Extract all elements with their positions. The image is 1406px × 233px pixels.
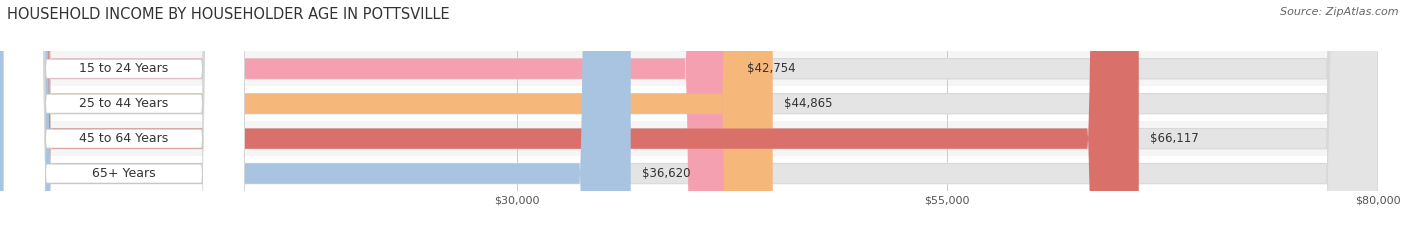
Text: $44,865: $44,865 [783, 97, 832, 110]
Bar [0, 51, 1378, 86]
Bar [0, 121, 1378, 156]
Text: $36,620: $36,620 [641, 167, 690, 180]
Text: 25 to 44 Years: 25 to 44 Years [79, 97, 169, 110]
Bar [0, 156, 1378, 191]
Text: $42,754: $42,754 [748, 62, 796, 75]
FancyBboxPatch shape [3, 0, 245, 233]
FancyBboxPatch shape [0, 0, 1139, 233]
Text: HOUSEHOLD INCOME BY HOUSEHOLDER AGE IN POTTSVILLE: HOUSEHOLD INCOME BY HOUSEHOLDER AGE IN P… [7, 7, 450, 22]
Text: 45 to 64 Years: 45 to 64 Years [79, 132, 169, 145]
Text: Source: ZipAtlas.com: Source: ZipAtlas.com [1281, 7, 1399, 17]
Bar [0, 86, 1378, 121]
Text: 15 to 24 Years: 15 to 24 Years [79, 62, 169, 75]
FancyBboxPatch shape [0, 0, 773, 233]
FancyBboxPatch shape [0, 0, 631, 233]
FancyBboxPatch shape [3, 0, 245, 233]
FancyBboxPatch shape [3, 0, 245, 233]
Text: $66,117: $66,117 [1150, 132, 1198, 145]
FancyBboxPatch shape [3, 0, 245, 233]
Text: 65+ Years: 65+ Years [93, 167, 156, 180]
FancyBboxPatch shape [0, 0, 737, 233]
